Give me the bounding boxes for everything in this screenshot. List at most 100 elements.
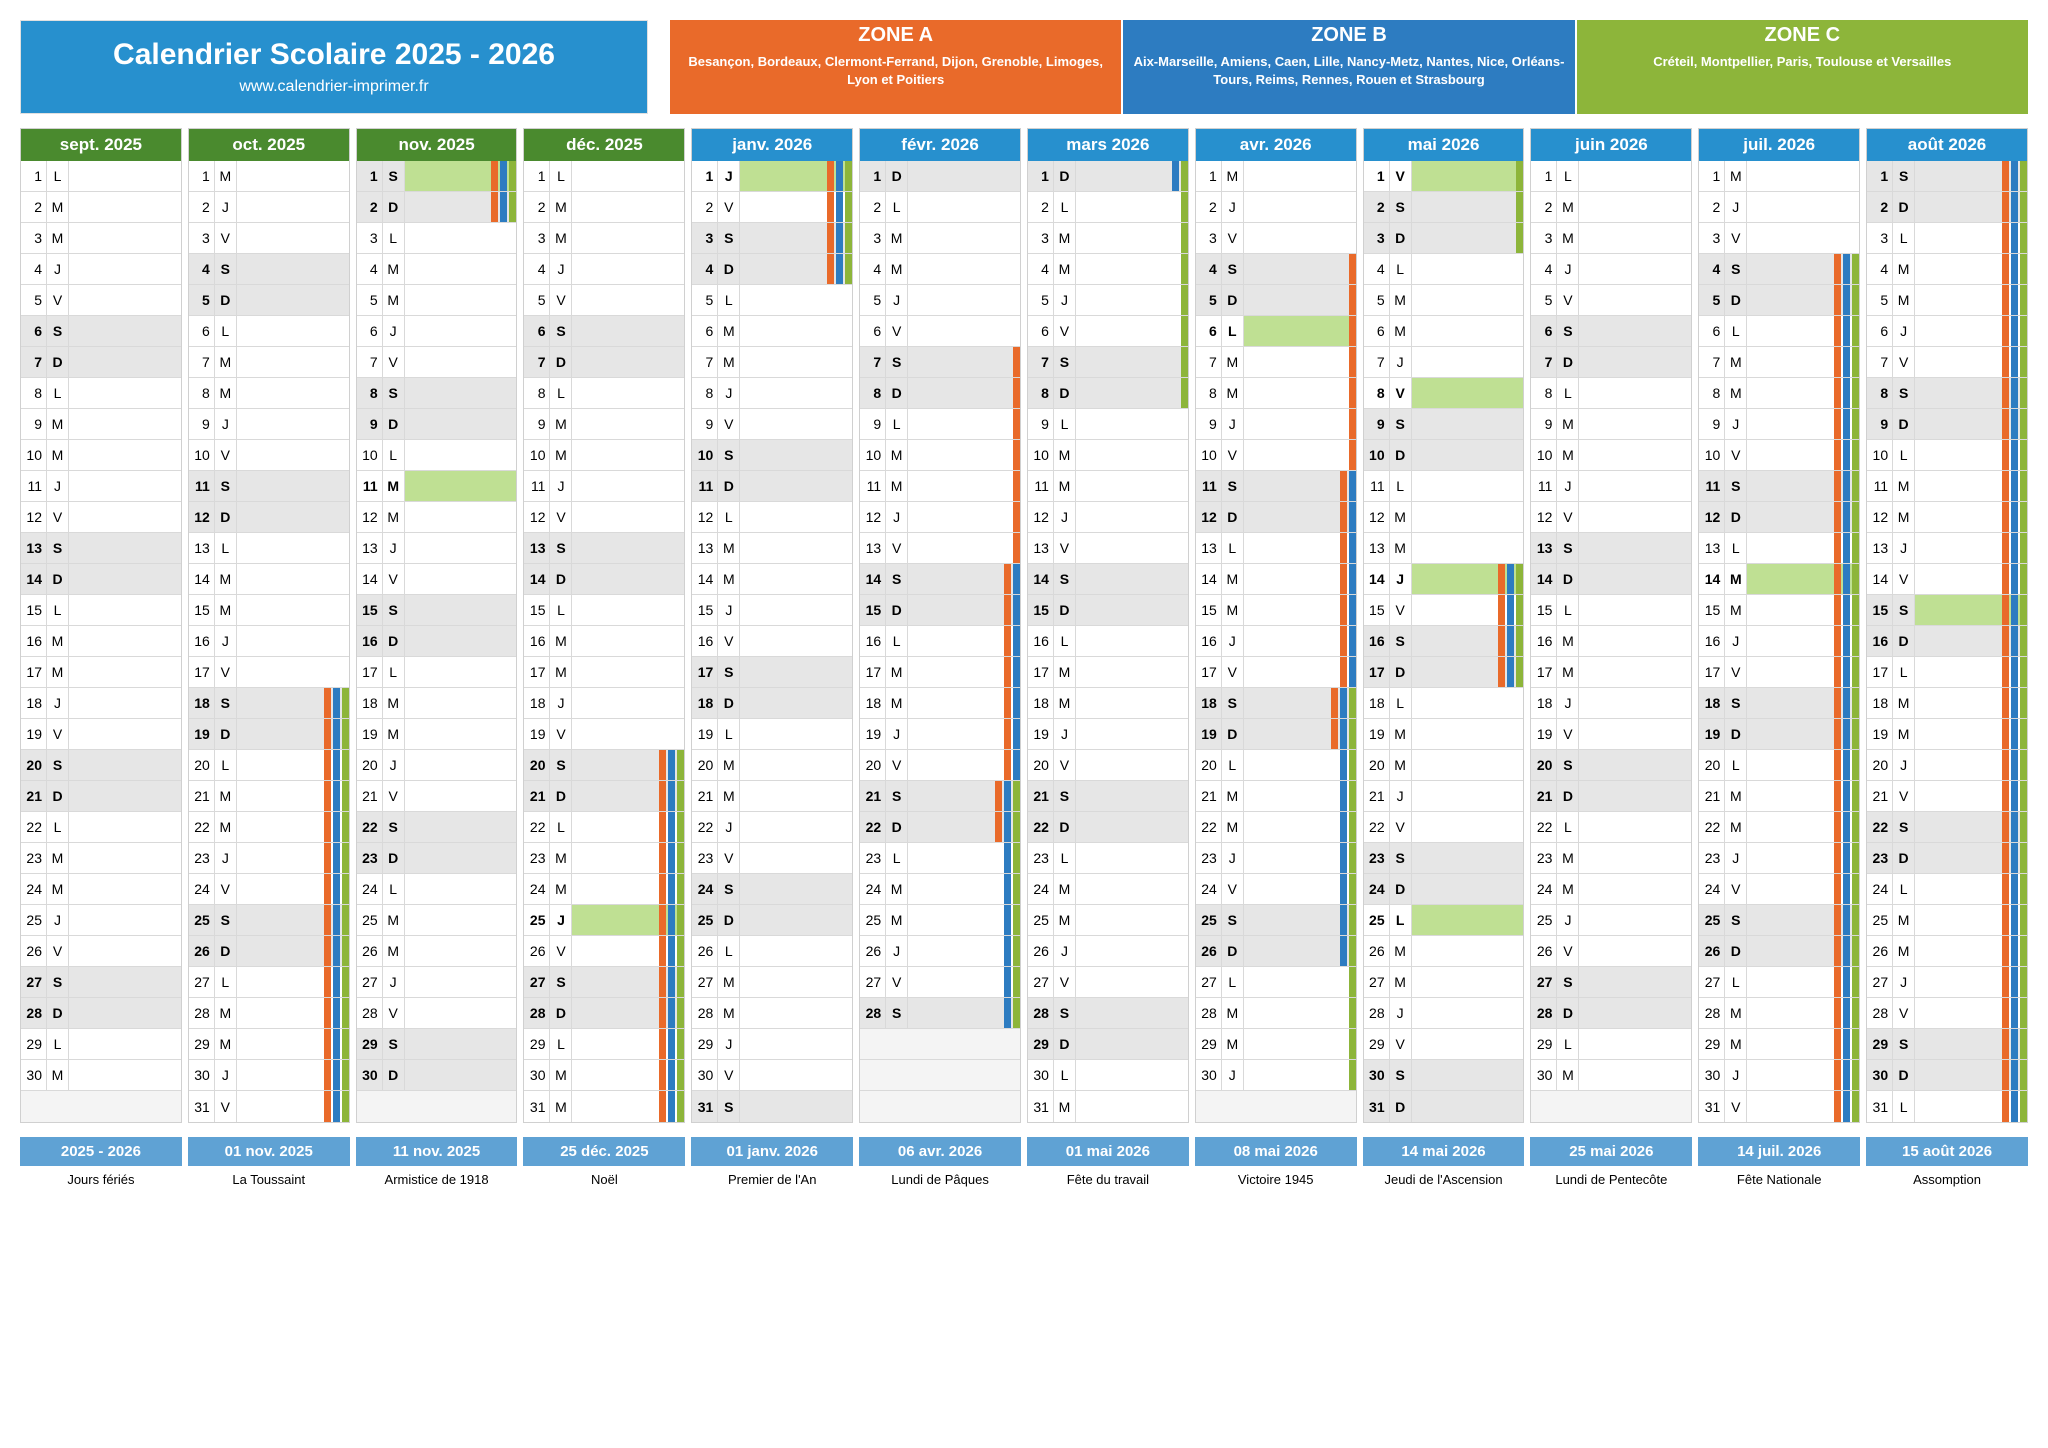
day-number: 19 — [1699, 719, 1725, 749]
stripe-zone-a — [1004, 595, 1011, 625]
day-fill — [572, 750, 684, 780]
day-of-week: M — [1557, 192, 1579, 222]
day-of-week: L — [550, 812, 572, 842]
day-of-week: J — [1390, 564, 1412, 594]
day-fill — [1244, 254, 1356, 284]
stripe-zone-b — [1013, 564, 1020, 594]
calendar-day: 4M — [1867, 254, 2027, 285]
day-of-week: M — [1054, 254, 1076, 284]
day-number: 19 — [524, 719, 550, 749]
stripe-zone-a — [659, 874, 666, 904]
day-fill — [1579, 254, 1691, 284]
calendar-day: 25J — [1531, 905, 1691, 936]
calendar-day: 25S — [1196, 905, 1356, 936]
day-number: 13 — [1364, 533, 1390, 563]
calendar-day: 17L — [357, 657, 517, 688]
stripe-zone-b — [1843, 502, 1850, 532]
day-of-week: M — [1557, 874, 1579, 904]
calendar-day: 31S — [692, 1091, 852, 1122]
stripe-zone-a — [1834, 998, 1841, 1028]
day-number: 18 — [1531, 688, 1557, 718]
day-of-week: J — [1557, 688, 1579, 718]
vacation-stripes — [322, 843, 349, 873]
calendar-day: 23D — [357, 843, 517, 874]
day-fill — [1076, 564, 1188, 594]
calendar-day: 9L — [1028, 409, 1188, 440]
vacation-stripes — [993, 781, 1020, 811]
day-fill — [405, 316, 517, 346]
day-number: 9 — [189, 409, 215, 439]
day-of-week: D — [383, 192, 405, 222]
calendar-day: 11J — [524, 471, 684, 502]
stripe-zone-c — [1852, 998, 1859, 1028]
day-number: 30 — [21, 1060, 47, 1090]
vacation-stripes — [2000, 1029, 2027, 1059]
day-of-week: D — [383, 626, 405, 656]
calendar-day: 8M — [189, 378, 349, 409]
stripe-zone-c — [342, 998, 349, 1028]
calendar-day: 11M — [1867, 471, 2027, 502]
day-number: 31 — [1867, 1091, 1893, 1122]
day-number: 20 — [1699, 750, 1725, 780]
day-fill — [1747, 1060, 1859, 1090]
day-of-week: M — [1054, 688, 1076, 718]
day-number: 23 — [1699, 843, 1725, 873]
day-of-week: M — [215, 595, 237, 625]
calendar-day: 14J — [1364, 564, 1524, 595]
day-of-week: M — [550, 657, 572, 687]
stripe-zone-a — [2002, 1029, 2009, 1059]
day-of-week: M — [1222, 998, 1244, 1028]
day-of-week: M — [1222, 812, 1244, 842]
day-number: 30 — [692, 1060, 718, 1090]
calendar-day: 26D — [1699, 936, 1859, 967]
calendar-day: 25J — [21, 905, 181, 936]
zone-cities: Créteil, Montpellier, Paris, Toulouse et… — [1577, 53, 2028, 77]
calendar-day: 26M — [357, 936, 517, 967]
vacation-stripes — [1338, 564, 1356, 594]
calendar-day: 9D — [357, 409, 517, 440]
day-number: 21 — [21, 781, 47, 811]
vacation-stripes — [1338, 502, 1356, 532]
calendar-day: 22M — [189, 812, 349, 843]
stripe-zone-c — [2020, 564, 2027, 594]
month-body: 1J2V3S4D5L6M7M8J9V10S11D12L13M14M15J16V1… — [692, 161, 852, 1122]
vacation-stripes — [2000, 998, 2027, 1028]
calendar-day: 7D — [1531, 347, 1691, 378]
calendar-day: 12D — [189, 502, 349, 533]
calendar-day — [357, 1091, 517, 1122]
day-fill — [405, 533, 517, 563]
day-number: 15 — [692, 595, 718, 625]
day-of-week: M — [47, 223, 69, 253]
calendar-day: 1V — [1364, 161, 1524, 192]
day-fill — [405, 347, 517, 377]
stripe-zone-a — [1004, 719, 1011, 749]
stripe-zone-b — [1013, 657, 1020, 687]
calendar-day: 14M — [189, 564, 349, 595]
vacation-stripes — [1832, 874, 1859, 904]
day-fill — [1747, 316, 1859, 346]
stripe-zone-c — [1516, 657, 1523, 687]
day-of-week: M — [886, 254, 908, 284]
stripe-zone-a — [1834, 781, 1841, 811]
stripe-zone-a — [1340, 595, 1347, 625]
day-number: 23 — [1867, 843, 1893, 873]
day-fill — [1076, 533, 1188, 563]
stripe-zone-c — [2020, 781, 2027, 811]
stripe-zone-a — [1349, 254, 1356, 284]
calendar-day: 27L — [189, 967, 349, 998]
day-number: 5 — [21, 285, 47, 315]
vacation-stripes — [1170, 161, 1188, 191]
day-of-week: M — [1725, 347, 1747, 377]
calendar-day: 5D — [189, 285, 349, 316]
holiday-date: 15 août 2026 — [1866, 1137, 2028, 1166]
day-of-week: M — [550, 1091, 572, 1122]
stripe-zone-a — [1834, 1029, 1841, 1059]
stripe-zone-a — [2002, 347, 2009, 377]
vacation-stripes — [2000, 1091, 2027, 1122]
day-fill — [1412, 409, 1524, 439]
vacation-stripes — [1338, 595, 1356, 625]
vacation-stripes — [1002, 936, 1020, 966]
calendar-day: 16L — [1028, 626, 1188, 657]
day-of-week: L — [1725, 316, 1747, 346]
month-body: 1M2J3V4S5D6L7M8M9J10V11S12D13L14M15M16J1… — [1699, 161, 1859, 1122]
